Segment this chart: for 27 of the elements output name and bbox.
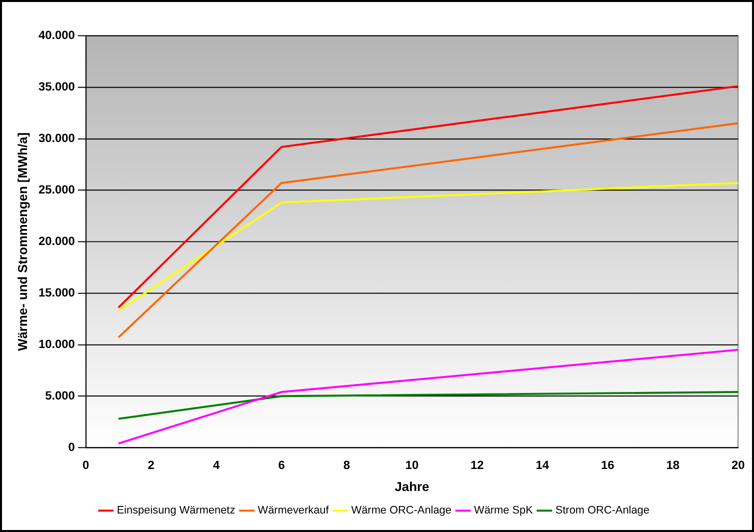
x-tick-label: 16	[601, 458, 615, 472]
y-axis-title: Wärme- und Strommengen [MWh/a]	[15, 132, 30, 351]
x-tick-label: 8	[343, 458, 350, 472]
x-tick-label: 20	[731, 458, 746, 472]
x-tick-label: 2	[148, 458, 155, 472]
x-tick-label: 18	[666, 458, 680, 472]
y-tick-label: 15.000	[38, 285, 76, 300]
legend-label: Einspeisung Wärmenetz	[116, 504, 236, 517]
x-tick-label: 0	[82, 458, 90, 472]
x-axis-title: Jahre	[394, 479, 430, 494]
x-tick-label: 4	[212, 458, 220, 472]
y-tick-label: 30.000	[38, 131, 76, 145]
legend-label: Wärmeverkauf	[258, 504, 330, 517]
legend-label: Wärme ORC-Anlage	[351, 504, 452, 517]
y-tick-label: 10.000	[38, 336, 76, 351]
legend-label: Strom ORC-Anlage	[555, 504, 650, 517]
x-tick-label: 14	[536, 458, 550, 472]
y-tick-label: 40.000	[38, 28, 76, 42]
y-tick-label: 35.000	[38, 80, 76, 94]
x-tick-label: 10	[405, 458, 419, 472]
y-tick-label: 20.000	[38, 234, 76, 248]
y-tick-label: 5.000	[45, 388, 76, 402]
x-tick-label: 6	[278, 458, 286, 472]
x-tick-label: 12	[470, 458, 484, 472]
legend-label: Wärme SpK	[474, 504, 534, 517]
y-tick-label: 0	[68, 440, 76, 454]
y-tick-label: 25.000	[38, 182, 76, 196]
